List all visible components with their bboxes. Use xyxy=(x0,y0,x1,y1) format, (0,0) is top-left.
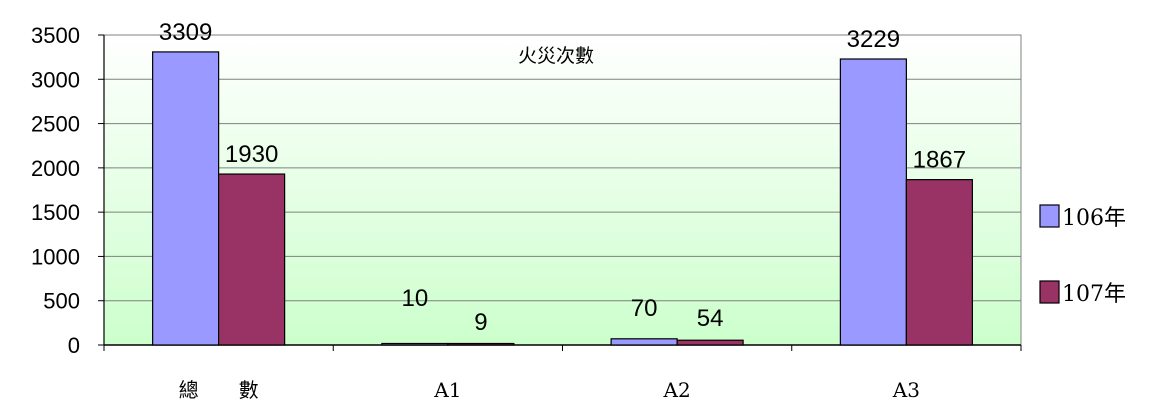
bar-1-3 xyxy=(610,338,678,346)
data-label: 10 xyxy=(402,285,429,312)
bar-2-4 xyxy=(905,179,973,346)
y-tick-label: 3500 xyxy=(31,23,80,48)
labels: 0 500 1000 1500 2000 2500 3000 3500 3309 1930 總 數 1… xyxy=(31,19,966,402)
chart-title: 火災次數 xyxy=(518,45,594,67)
data-label: 3229 xyxy=(847,26,900,53)
legend-label: 106年 xyxy=(1062,206,1126,231)
bar-2-3 xyxy=(676,339,744,346)
data-label: 54 xyxy=(697,305,724,332)
x-tick-label: A2 xyxy=(663,378,691,402)
bar-1-4 xyxy=(839,58,907,346)
data-label: 70 xyxy=(631,295,658,322)
x-tick-label: 總 數 xyxy=(179,378,259,402)
x-tick-label: A3 xyxy=(892,378,920,402)
y-tick-label: 0 xyxy=(68,333,80,358)
bar-2-1 xyxy=(218,173,286,346)
legend: 106年 107年 xyxy=(1039,204,1126,307)
bar-1-1 xyxy=(152,51,220,346)
legend-swatch xyxy=(1039,204,1060,228)
data-label: 1930 xyxy=(225,141,278,168)
bar-1-2 xyxy=(381,342,449,346)
y-tick-label: 2500 xyxy=(31,112,80,137)
legend-label: 107年 xyxy=(1062,282,1126,307)
y-tick-label: 2000 xyxy=(31,156,80,181)
x-tick-label: A1 xyxy=(433,378,461,402)
legend-swatch xyxy=(1039,280,1060,304)
bars xyxy=(152,51,973,346)
y-tick-label: 500 xyxy=(43,289,80,314)
data-label: 1867 xyxy=(913,147,966,174)
y-tick-label: 1500 xyxy=(31,200,80,225)
y-tick-label: 1000 xyxy=(31,244,80,269)
y-tick-label: 3000 xyxy=(31,67,80,92)
data-label: 9 xyxy=(474,309,487,336)
bar-2-2 xyxy=(447,342,515,346)
data-label: 3309 xyxy=(159,19,212,46)
